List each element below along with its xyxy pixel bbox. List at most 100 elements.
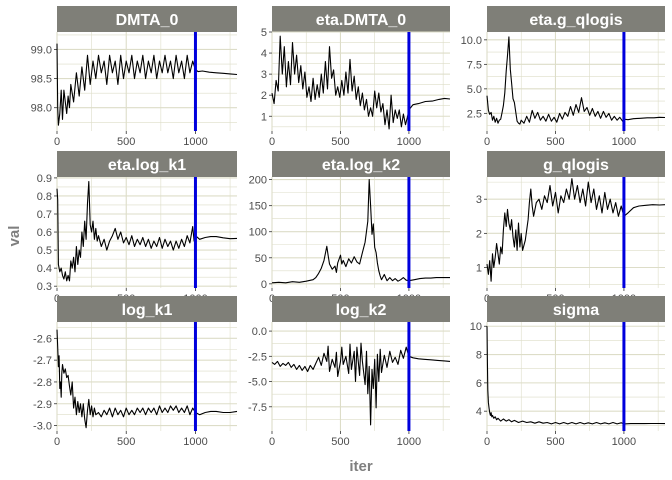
panel-background	[487, 32, 665, 131]
x-tick-label: 1000	[183, 436, 207, 448]
y-tick-label: 5	[261, 27, 267, 39]
x-tick-label: 1000	[612, 136, 636, 148]
trace-line	[56, 43, 238, 126]
facet-strip	[272, 296, 450, 322]
y-tick-label: 2	[261, 90, 267, 102]
y-tick-label: 0.9	[37, 173, 52, 185]
trace-line	[271, 342, 451, 426]
panel-background	[487, 322, 665, 431]
panel-background	[272, 177, 450, 288]
trace-line	[271, 179, 450, 284]
facet-title: sigma	[553, 302, 599, 319]
facet-strip	[272, 151, 450, 177]
facet-title: eta.log_k1	[108, 157, 186, 174]
y-tick-label: 10	[470, 321, 482, 333]
facet-strip	[487, 6, 665, 32]
y-tick-label: 0	[261, 279, 267, 291]
x-tick-label: 0	[484, 136, 490, 148]
trace-line	[271, 35, 451, 130]
panel-eta-log-k1: eta.log_k10.30.40.50.60.70.80.905001000	[37, 151, 238, 305]
facet-strip	[487, 296, 665, 322]
x-tick-label: 500	[117, 436, 135, 448]
x-tick-label: 0	[54, 136, 60, 148]
x-tick-label: 0	[269, 436, 275, 448]
facet-title: eta.log_k2	[322, 157, 400, 174]
panel-eta-g-qlogis: eta.g_qlogis 2.5 5.0 7.5 10.0 0 500 1000	[461, 6, 666, 148]
x-axis-title: iter	[349, 458, 373, 475]
x-tick-label: 1000	[397, 136, 421, 148]
x-tick-label: 1000	[183, 136, 207, 148]
y-tick-label: 10.0	[461, 35, 482, 47]
trace-line	[486, 178, 666, 282]
y-tick-label: 100	[249, 227, 267, 239]
y-tick-label: 1	[261, 111, 267, 123]
y-tick-label: 3	[261, 69, 267, 81]
panel-dmta-0: DMTA_0 98.0 98.5 99.0 0 500 1000	[31, 6, 238, 148]
y-tick-label: 4	[261, 48, 267, 60]
y-tick-label: -7.5	[248, 402, 267, 414]
y-tick-label: 0.5	[37, 245, 52, 257]
facet-title: eta.g_qlogis	[529, 12, 622, 29]
y-tick-label: 0.0	[252, 326, 267, 338]
facet-strip	[272, 6, 450, 32]
y-tick-label: 3	[476, 194, 482, 206]
y-tick-label: 5.0	[467, 84, 482, 96]
y-tick-label: 8	[476, 350, 482, 362]
panel-log-k2: log_k2 -7.5 -5.0 -2.5 0.0 0 500 1000	[248, 296, 451, 448]
y-tick-label: 7.5	[467, 59, 482, 71]
y-tick-label: 0.7	[37, 209, 52, 221]
y-tick-label: 98.0	[31, 103, 52, 115]
x-tick-label: 500	[117, 136, 135, 148]
facet-panels: DMTA_098.098.599.00 500 1000eta.DMTA_01234…	[31, 6, 666, 448]
facet-title: log_k1	[122, 302, 173, 319]
y-tick-label: 0.3	[37, 281, 52, 293]
panel-g-qlogis: g_qlogis12305001000	[476, 151, 666, 305]
panel-eta-dmta-0: eta.DMTA_0 1 2 3 4 5 0 500 1000	[261, 6, 451, 148]
y-tick-label: 99.0	[31, 44, 52, 56]
facet-title: eta.DMTA_0	[316, 12, 406, 29]
trace-line	[56, 329, 238, 429]
y-tick-label: 0.6	[37, 227, 52, 239]
x-tick-label: 500	[331, 436, 349, 448]
facet-strip	[57, 296, 237, 322]
y-tick-label: -2.6	[33, 333, 52, 345]
y-tick-label: 0.8	[37, 191, 52, 203]
y-tick-label: -2.8	[33, 377, 52, 389]
facet-strip	[57, 151, 237, 177]
facet-title: DMTA_0	[116, 12, 179, 29]
y-tick-label: 98.5	[31, 74, 52, 86]
y-tick-label: 6	[476, 378, 482, 390]
trace-line	[486, 36, 666, 125]
x-tick-label: 0	[269, 136, 275, 148]
panel-background	[487, 177, 665, 288]
y-tick-label: 4	[476, 406, 482, 418]
facet-title: log_k2	[336, 302, 387, 319]
y-tick-label: -2.5	[248, 351, 267, 363]
x-tick-label: 1000	[612, 436, 636, 448]
y-axis-title: val	[6, 226, 23, 247]
facet-strip	[487, 151, 665, 177]
y-tick-label: 1	[476, 263, 482, 275]
y-tick-label: 150	[249, 201, 267, 213]
y-tick-label: -5.0	[248, 377, 267, 389]
panel-background	[272, 322, 450, 431]
trace-line	[56, 180, 238, 282]
trace-line	[486, 326, 666, 425]
facet-title: g_qlogis	[543, 157, 609, 174]
y-tick-label: 0.4	[37, 263, 52, 275]
x-tick-label: 1000	[397, 436, 421, 448]
y-tick-label: 200	[249, 175, 267, 187]
y-tick-label: -2.7	[33, 355, 52, 367]
panel-log-k1: log_k1 -3.0 -2.9 -2.8 -2.7 -2.6 0 500 1000	[33, 296, 238, 448]
facet-strip	[57, 6, 237, 32]
y-tick-label: 2.5	[467, 108, 482, 120]
x-tick-label: 500	[546, 136, 564, 148]
x-tick-label: 0	[484, 436, 490, 448]
y-tick-label: 50	[255, 253, 267, 265]
y-tick-label: -2.9	[33, 399, 52, 411]
y-tick-label: -3.0	[33, 421, 52, 433]
x-tick-label: 0	[54, 436, 60, 448]
y-tick-label: 2	[476, 228, 482, 240]
panel-background	[57, 32, 237, 131]
